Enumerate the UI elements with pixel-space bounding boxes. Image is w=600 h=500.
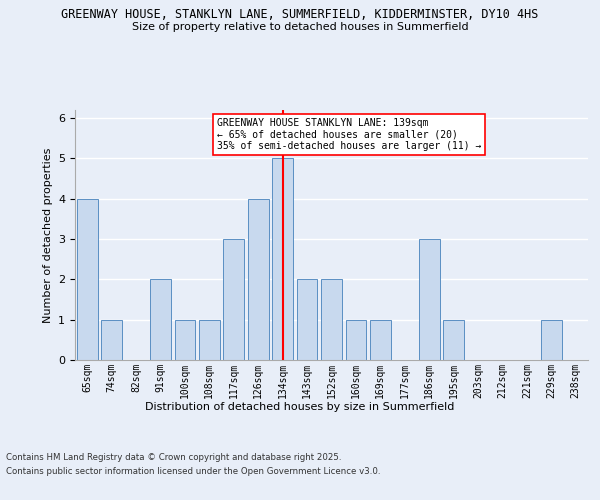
Bar xyxy=(321,280,342,360)
Text: Contains public sector information licensed under the Open Government Licence v3: Contains public sector information licen… xyxy=(6,467,380,476)
Bar xyxy=(443,320,464,360)
Bar xyxy=(346,320,367,360)
Text: GREENWAY HOUSE STANKLYN LANE: 139sqm
← 65% of detached houses are smaller (20)
3: GREENWAY HOUSE STANKLYN LANE: 139sqm ← 6… xyxy=(217,118,481,152)
Bar xyxy=(248,198,269,360)
Bar xyxy=(150,280,171,360)
Bar xyxy=(272,158,293,360)
Text: Size of property relative to detached houses in Summerfield: Size of property relative to detached ho… xyxy=(131,22,469,32)
Bar xyxy=(370,320,391,360)
Text: Contains HM Land Registry data © Crown copyright and database right 2025.: Contains HM Land Registry data © Crown c… xyxy=(6,454,341,462)
Bar xyxy=(101,320,122,360)
Text: GREENWAY HOUSE, STANKLYN LANE, SUMMERFIELD, KIDDERMINSTER, DY10 4HS: GREENWAY HOUSE, STANKLYN LANE, SUMMERFIE… xyxy=(61,8,539,20)
Bar xyxy=(296,280,317,360)
Bar xyxy=(175,320,196,360)
Y-axis label: Number of detached properties: Number of detached properties xyxy=(43,148,53,322)
Text: Distribution of detached houses by size in Summerfield: Distribution of detached houses by size … xyxy=(145,402,455,412)
Bar xyxy=(541,320,562,360)
Bar xyxy=(419,239,440,360)
Bar xyxy=(223,239,244,360)
Bar xyxy=(77,198,98,360)
Bar xyxy=(199,320,220,360)
